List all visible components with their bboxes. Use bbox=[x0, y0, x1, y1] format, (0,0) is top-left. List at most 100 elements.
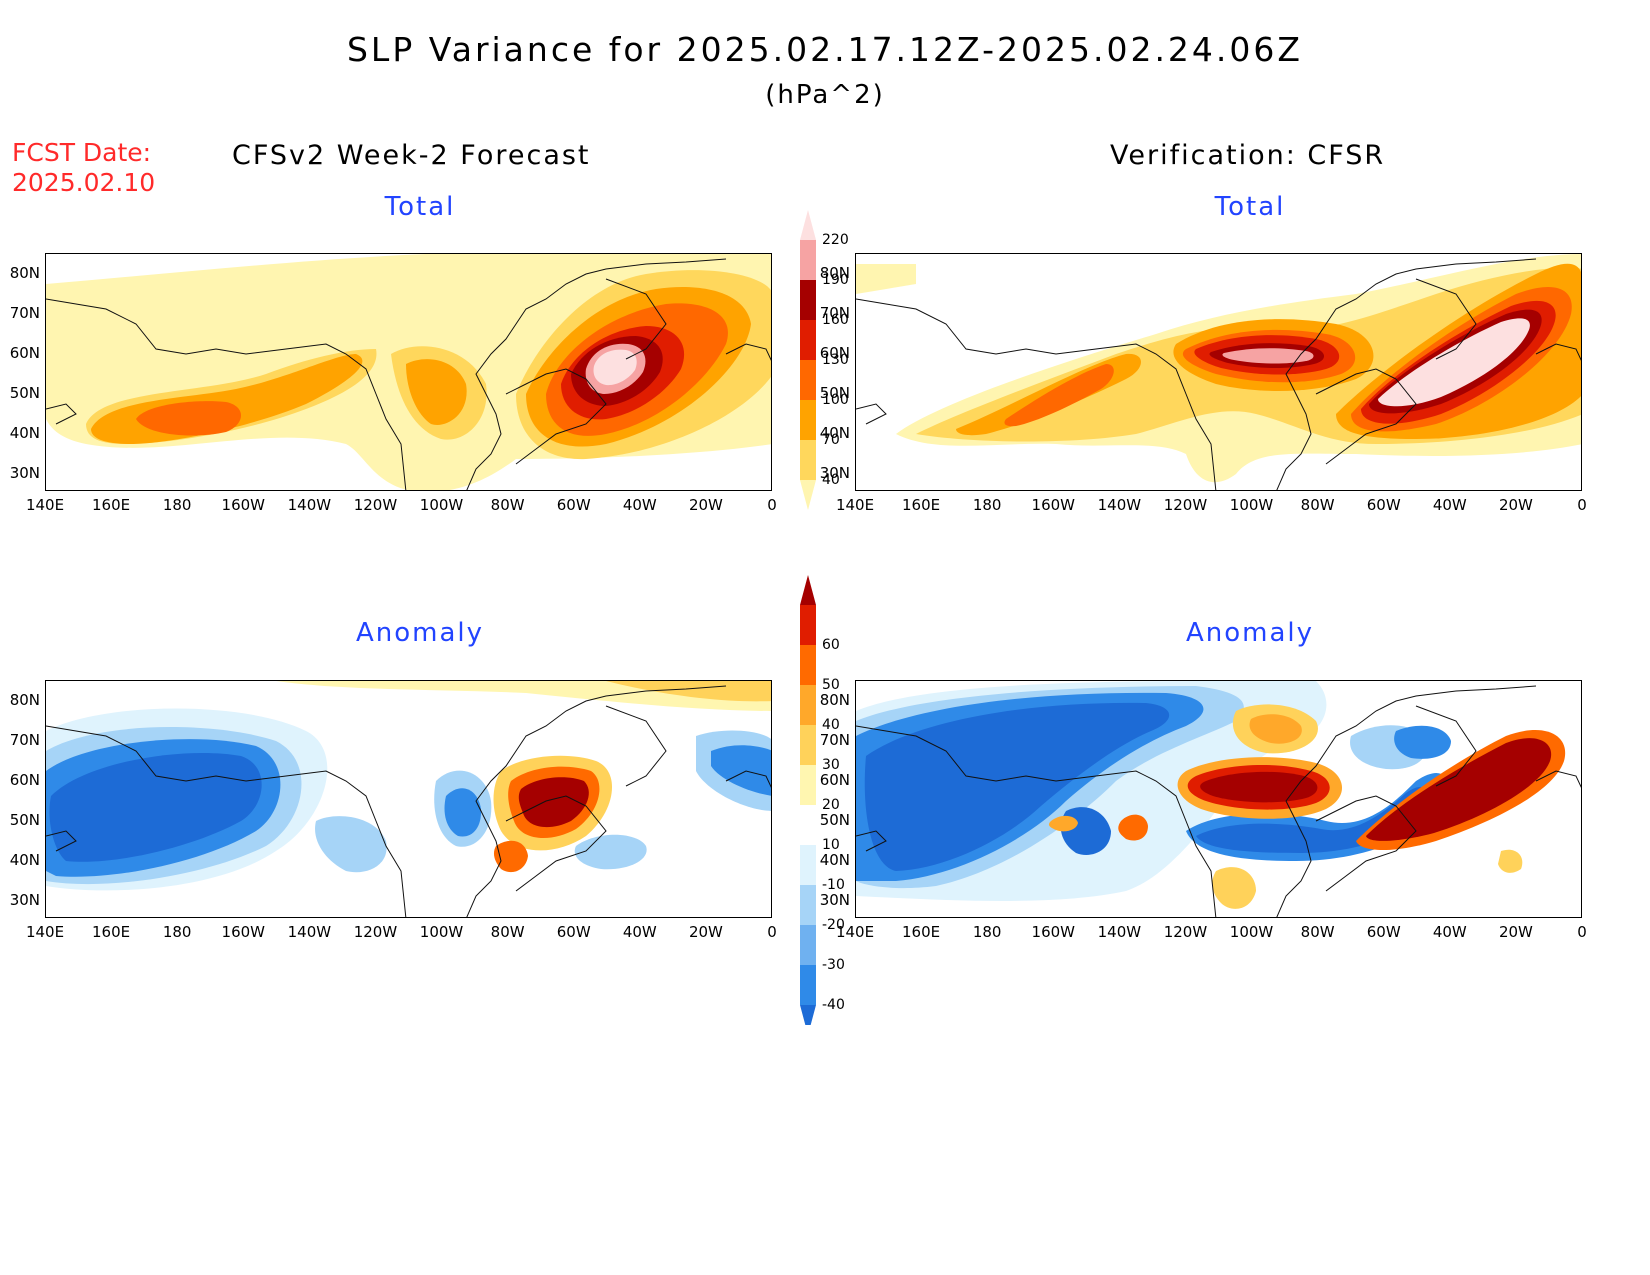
forecast-total-lon-label: 160E bbox=[92, 496, 131, 514]
anomaly-colorbar-segment bbox=[800, 645, 816, 685]
page-title: SLP Variance for 2025.02.17.12Z-2025.02.… bbox=[346, 30, 1304, 69]
forecast-anomaly-lon-label: 60W bbox=[556, 923, 591, 941]
anomaly-colorbar-label: 50 bbox=[822, 677, 840, 693]
verification-total-lat-label: 40N bbox=[819, 424, 850, 442]
verification-anomaly-lat-label: 50N bbox=[819, 811, 850, 829]
verification-anomaly-lon-label: 0 bbox=[1577, 923, 1587, 941]
anomaly-colorbar-label: 30 bbox=[822, 757, 840, 773]
anomaly-colorbar-label: 40 bbox=[822, 717, 840, 733]
forecast-total-lon-label: 100W bbox=[419, 496, 464, 514]
forecast-anomaly-lon-label: 160W bbox=[221, 923, 265, 941]
forecast-total-lon-label: 120W bbox=[353, 496, 398, 514]
verification-anomaly-lat-label: 40N bbox=[819, 851, 850, 869]
anomaly-colorbar-label: -30 bbox=[822, 957, 845, 973]
total-colorbar-top-arrow bbox=[800, 210, 816, 240]
anomaly-colorbar-label: 20 bbox=[822, 797, 840, 813]
forecast-anomaly-lon-label: 100W bbox=[419, 923, 464, 941]
verification-anomaly-lon-label: 180 bbox=[972, 923, 1002, 941]
total-colorbar-label: 160 bbox=[822, 312, 849, 328]
top-left-panel-title: Total bbox=[384, 192, 456, 222]
verification-anomaly-lat-label: 60N bbox=[819, 771, 850, 789]
anomaly-colorbar-segment bbox=[800, 685, 816, 725]
anomaly-colorbar-segment bbox=[800, 605, 816, 645]
forecast-anomaly-lat-label: 30N bbox=[9, 891, 40, 909]
anomaly-colorbar bbox=[800, 575, 816, 1025]
total-colorbar-label: 190 bbox=[822, 272, 849, 288]
verification-total-lon-label: 160E bbox=[902, 496, 941, 514]
verification-anomaly-lat-label: 80N bbox=[819, 691, 850, 709]
verification-anomaly-lon-label: 40W bbox=[1432, 923, 1467, 941]
verification-total-lon-label: 100W bbox=[1229, 496, 1274, 514]
anomaly-colorbar-segment bbox=[800, 805, 816, 845]
verification-total-lon-label: 140E bbox=[835, 496, 875, 514]
forecast-anomaly-lat-label: 50N bbox=[9, 811, 40, 829]
total-colorbar bbox=[800, 210, 816, 510]
total-colorbar-segment bbox=[800, 280, 816, 320]
verification-total-lon-label: 60W bbox=[1366, 496, 1401, 514]
verification-total-lon-label: 120W bbox=[1163, 496, 1208, 514]
forecast-anomaly-lon-label: 180 bbox=[162, 923, 192, 941]
forecast-total-lon-label: 20W bbox=[688, 496, 723, 514]
anomaly-colorbar-label: -20 bbox=[822, 917, 845, 933]
anomaly-colorbar-segment bbox=[800, 925, 816, 965]
forecast-total-lon-label: 140W bbox=[287, 496, 332, 514]
total-colorbar-label: 220 bbox=[822, 232, 849, 248]
verification-anomaly-lon-label: 160W bbox=[1031, 923, 1075, 941]
forecast-total-lat-label: 50N bbox=[9, 384, 40, 402]
fcst-date-label: FCST Date: bbox=[12, 138, 152, 167]
anomaly-colorbar-label: -10 bbox=[822, 877, 845, 893]
total-colorbar-segment bbox=[800, 360, 816, 400]
forecast-total-lon-label: 60W bbox=[556, 496, 591, 514]
anomaly-colorbar-segment bbox=[800, 765, 816, 805]
verification-total-lon-label: 140W bbox=[1097, 496, 1142, 514]
forecast-anomaly-lon-label: 0 bbox=[767, 923, 777, 941]
forecast-total-lon-label: 40W bbox=[622, 496, 657, 514]
total-colorbar-segment bbox=[800, 400, 816, 440]
verification-anomaly-lon-label: 60W bbox=[1366, 923, 1401, 941]
verification-anomaly-lat-label: 30N bbox=[819, 891, 850, 909]
total-colorbar-segment bbox=[800, 440, 816, 480]
verification-column-header: Verification: CFSR bbox=[1110, 140, 1386, 171]
forecast-total-lat-label: 60N bbox=[9, 344, 40, 362]
anomaly-colorbar-bottom-arrow bbox=[800, 1005, 816, 1025]
verification-total-map bbox=[855, 253, 1582, 491]
total-colorbar-segment bbox=[800, 240, 816, 280]
anomaly-colorbar-segment bbox=[800, 885, 816, 925]
verification-total-lat-label: 50N bbox=[819, 384, 850, 402]
forecast-total-map bbox=[45, 253, 772, 491]
total-colorbar-label: 40 bbox=[822, 472, 840, 488]
anomaly-colorbar-top-arrow bbox=[800, 575, 816, 605]
verification-total-lon-label: 80W bbox=[1300, 496, 1335, 514]
verification-total-lat-label: 80N bbox=[819, 264, 850, 282]
total-colorbar-label: 70 bbox=[822, 432, 840, 448]
verification-anomaly-lat-label: 70N bbox=[819, 731, 850, 749]
forecast-anomaly-lat-label: 80N bbox=[9, 691, 40, 709]
fcst-date-value: 2025.02.10 bbox=[12, 168, 156, 197]
verification-total-lon-label: 160W bbox=[1031, 496, 1075, 514]
forecast-anomaly-lon-label: 120W bbox=[353, 923, 398, 941]
total-colorbar-label: 130 bbox=[822, 352, 849, 368]
anomaly-colorbar-segment bbox=[800, 725, 816, 765]
verification-total-lat-label: 30N bbox=[819, 464, 850, 482]
forecast-total-lat-label: 80N bbox=[9, 264, 40, 282]
forecast-total-lon-label: 140E bbox=[25, 496, 65, 514]
forecast-anomaly-lat-label: 70N bbox=[9, 731, 40, 749]
verification-anomaly-lon-label: 80W bbox=[1300, 923, 1335, 941]
top-right-panel-title: Total bbox=[1214, 192, 1286, 222]
total-colorbar-segment bbox=[800, 320, 816, 360]
anomaly-colorbar-label: 10 bbox=[822, 837, 840, 853]
verification-anomaly-lon-label: 160E bbox=[902, 923, 941, 941]
forecast-total-lat-label: 70N bbox=[9, 304, 40, 322]
verification-anomaly-lon-label: 120W bbox=[1163, 923, 1208, 941]
forecast-total-lon-label: 180 bbox=[162, 496, 192, 514]
verification-total-lat-label: 60N bbox=[819, 344, 850, 362]
bottom-left-panel-title: Anomaly bbox=[355, 618, 485, 648]
forecast-total-lon-label: 0 bbox=[767, 496, 777, 514]
forecast-anomaly-map bbox=[45, 680, 772, 918]
units-label: (hPa^2) bbox=[765, 80, 885, 110]
verification-anomaly-lon-label: 20W bbox=[1498, 923, 1533, 941]
forecast-column-header: CFSv2 Week-2 Forecast bbox=[232, 140, 591, 171]
forecast-total-lon-label: 160W bbox=[221, 496, 265, 514]
forecast-anomaly-lat-label: 60N bbox=[9, 771, 40, 789]
anomaly-colorbar-label: -40 bbox=[822, 997, 845, 1013]
